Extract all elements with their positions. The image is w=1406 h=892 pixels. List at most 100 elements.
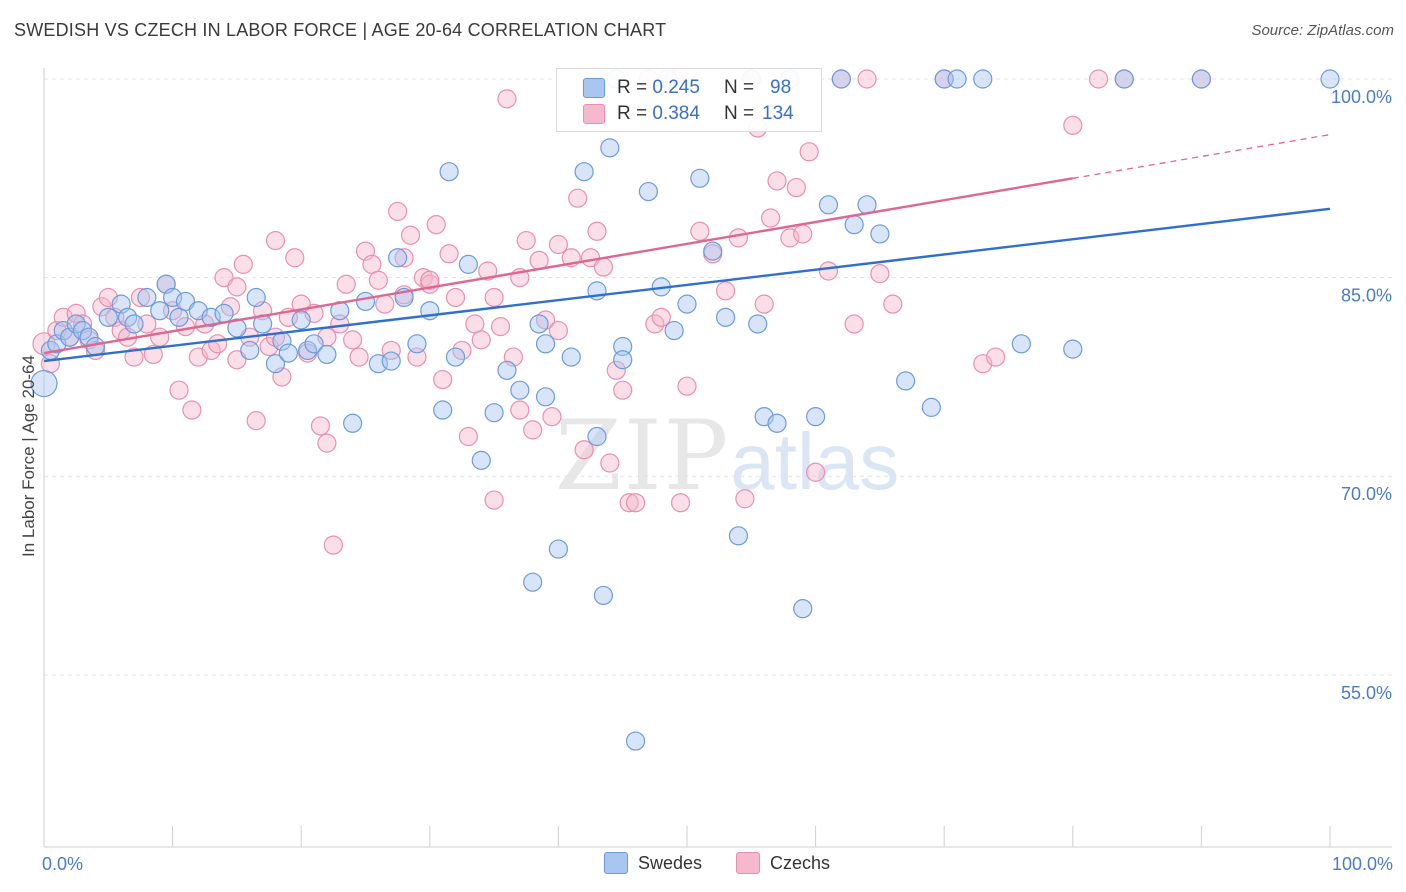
czechs-point: [619, 493, 639, 513]
czechs-point: [66, 303, 86, 323]
swedes-point: [124, 314, 144, 334]
czechs-point: [587, 221, 607, 241]
swedes-point: [343, 413, 363, 433]
swedes-point: [921, 397, 941, 417]
czechs-point: [388, 201, 408, 222]
swedes-point: [1320, 69, 1340, 89]
y-tick-label: 70.0%: [1341, 484, 1392, 504]
czechs-point: [420, 270, 440, 290]
czechs-point: [349, 347, 369, 367]
swedes-point: [793, 599, 813, 619]
swedes-point: [638, 181, 659, 202]
swedes-point: [767, 413, 787, 433]
czechs-point: [433, 369, 453, 390]
swedes-point: [805, 407, 826, 427]
czechs-point: [368, 270, 388, 290]
czechs-point: [310, 416, 331, 436]
czechs-point: [375, 294, 395, 314]
swedes-point: [870, 224, 890, 244]
swedes-point: [831, 69, 851, 89]
czechs-point: [343, 330, 363, 350]
czechs-point: [445, 287, 466, 308]
swedes-point: [317, 344, 337, 365]
czechs-point: [690, 221, 710, 241]
czechs-point: [317, 433, 337, 453]
czechs-point: [516, 230, 536, 251]
czechs-point: [227, 350, 247, 370]
y-tick-label: 85.0%: [1341, 286, 1392, 306]
swedes-legend-label: Swedes: [638, 852, 703, 873]
czechs-point: [870, 264, 890, 284]
czechs-point: [169, 380, 189, 400]
czechs-point: [542, 407, 562, 427]
swedes-point: [445, 347, 466, 367]
czechs-point: [793, 224, 813, 244]
swedes-point: [529, 314, 549, 334]
czechs-point: [265, 230, 286, 251]
legend-row-swedes: R = 0.245 N = 98: [583, 76, 791, 100]
czechs-point: [246, 411, 266, 431]
source-label: Source: ZipAtlas.com: [1251, 22, 1394, 39]
czechs-point: [600, 453, 620, 473]
czechs-point: [1088, 69, 1109, 89]
czechs-point: [728, 228, 749, 248]
czechs-point: [439, 244, 459, 264]
czechs-trend-line: [43, 177, 1074, 355]
czechs-point: [227, 277, 247, 297]
watermark-atlas: atlas: [730, 417, 900, 506]
czechs-point: [323, 535, 343, 555]
czechs-n-value: 134: [762, 103, 794, 124]
czechs-point: [407, 347, 427, 367]
czechs-point: [490, 317, 511, 337]
czechs-point: [523, 420, 543, 440]
legend-row-czechs: R = 0.384 N = 134: [583, 102, 794, 126]
swedes-point: [1011, 334, 1031, 354]
czechs-point: [92, 297, 112, 317]
swedes-point: [381, 351, 401, 371]
czechs-point: [613, 380, 633, 400]
swedes-point: [163, 287, 183, 308]
swedes-point: [214, 303, 234, 323]
swedes-point: [439, 162, 459, 182]
swedes-point: [175, 291, 196, 312]
swedes-r-value: 0.245: [652, 77, 700, 98]
czechs-point: [818, 261, 839, 281]
swedes-point: [137, 287, 157, 308]
czechs-point: [548, 320, 569, 341]
czechs-point: [767, 171, 787, 191]
swedes-point: [278, 343, 298, 363]
swedes-points: [30, 69, 1340, 751]
legend-item-czechs[interactable]: Czechs: [736, 852, 830, 874]
swedes-point: [433, 400, 453, 420]
legend-item-swedes[interactable]: Swedes: [604, 852, 702, 874]
czechs-point: [233, 254, 253, 274]
czechs-point: [677, 376, 697, 396]
swedes-point: [1191, 69, 1212, 89]
swedes-point: [458, 254, 478, 274]
swedes-point: [690, 168, 710, 188]
czechs-point: [259, 336, 279, 357]
swedes-point: [844, 215, 864, 235]
grid-lines: [44, 78, 1392, 676]
swedes-point: [535, 387, 556, 407]
czechs-point: [426, 215, 446, 235]
swedes-point: [548, 539, 569, 559]
swedes-point: [201, 307, 221, 327]
czechs-point: [735, 489, 755, 509]
czechs-swatch: [583, 104, 605, 124]
czechs-legend-label: Czechs: [770, 852, 831, 873]
axes: [43, 68, 1392, 848]
czechs-point: [625, 493, 646, 513]
czechs-r-value: 0.384: [652, 103, 700, 124]
swedes-point: [677, 294, 697, 314]
swedes-point: [497, 360, 517, 380]
swedes-point: [896, 371, 916, 391]
swedes-point: [407, 334, 427, 354]
swedes-point: [388, 248, 408, 268]
r-label: R =: [617, 103, 648, 124]
swedes-point: [715, 307, 736, 327]
watermark: ZIPatlas: [555, 400, 899, 512]
swedes-point: [748, 314, 768, 334]
swedes-point: [587, 426, 607, 447]
